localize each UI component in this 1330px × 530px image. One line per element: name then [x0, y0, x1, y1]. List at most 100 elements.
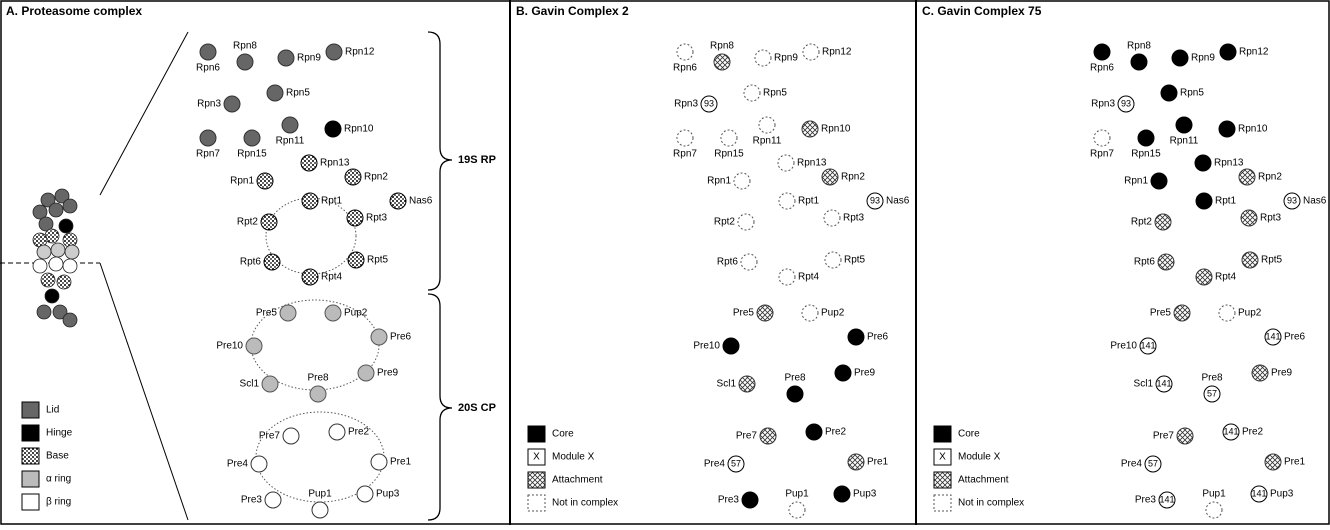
module-number: 141 — [1251, 488, 1266, 498]
subunit — [789, 502, 805, 518]
legend-label: β ring — [46, 497, 71, 508]
subunit-label: Rpt1 — [321, 196, 343, 207]
subunit — [348, 252, 364, 268]
braces — [428, 32, 452, 520]
cartoon-subunit — [41, 273, 55, 287]
subunit-label: Pre10 — [693, 341, 720, 352]
subunit-label: Pre5 — [256, 308, 278, 319]
subunit-label: Pre1 — [867, 457, 889, 468]
subunit-label: Rpt3 — [843, 213, 865, 224]
subunit-label: Pre7 — [736, 431, 758, 442]
subunit — [802, 121, 818, 137]
subunit-label: Pre2 — [825, 427, 847, 438]
subunit — [278, 50, 294, 66]
subunit — [744, 85, 760, 101]
subunit-label: Rpt1 — [798, 196, 820, 207]
subunit — [835, 365, 851, 381]
subunit — [760, 428, 776, 444]
subunit-label: Rpn5 — [763, 88, 787, 99]
subunit-label: Rpt1 — [1215, 196, 1237, 207]
subunit-label: Pre4 — [704, 459, 726, 470]
subunit-label: Rpt6 — [240, 257, 262, 268]
legend-swatch — [934, 472, 951, 488]
subunit-label: Nas6 — [886, 196, 910, 207]
subunit — [848, 329, 864, 345]
module-number: 57 — [1207, 388, 1217, 398]
subunit-label: Scl1 — [717, 379, 737, 390]
subunit-label: Pup3 — [1270, 489, 1294, 500]
subunit — [714, 54, 730, 70]
subunit-label: Pre7 — [259, 431, 281, 442]
legend-symbol: X — [939, 452, 946, 463]
subunit — [677, 130, 693, 146]
subunit-label: Rpn9 — [297, 53, 321, 64]
subunit — [738, 214, 754, 230]
subunit — [721, 130, 737, 146]
subunit-label: Rpn15 — [1131, 149, 1161, 160]
subunit — [310, 386, 326, 402]
subunit — [345, 169, 361, 185]
subunit — [779, 193, 795, 209]
subunit-label: Rpn9 — [774, 53, 798, 64]
subunit-label: Pre2 — [1242, 427, 1264, 438]
subunit — [301, 155, 317, 171]
legend-label: Base — [46, 451, 69, 462]
cartoon-subunit — [59, 219, 73, 233]
subunit — [757, 305, 773, 321]
module-number: 57 — [731, 458, 741, 468]
legend-swatch — [528, 472, 545, 488]
subunit — [1219, 121, 1235, 137]
subunit-label: Rpn10 — [1238, 124, 1268, 135]
subunit — [1242, 252, 1258, 268]
panel-title: C. Gavin Complex 75 — [922, 4, 1042, 18]
cartoon-subunit — [63, 313, 77, 327]
subunit — [280, 305, 296, 321]
subunit-label: Rpt6 — [717, 257, 739, 268]
legend-label: Hinge — [46, 428, 73, 439]
subunit-label: Rpn8 — [1127, 41, 1151, 52]
subunit-label: Pup1 — [785, 489, 809, 500]
legend-label: Attachment — [958, 475, 1009, 486]
subunit-label: Rpt4 — [1215, 272, 1237, 283]
subunit-label: Rpt4 — [798, 272, 820, 283]
cartoon-subunit — [45, 289, 59, 303]
subunit-label: Pre6 — [867, 332, 889, 343]
subunit — [1196, 269, 1212, 285]
subunit-label: Pre3 — [718, 495, 740, 506]
subunit-label: Rpn1 — [707, 176, 731, 187]
subunit — [200, 130, 216, 146]
subunit-label: Pre4 — [227, 459, 249, 470]
subunit — [1239, 169, 1255, 185]
subunit — [1155, 214, 1171, 230]
subunit — [1158, 254, 1174, 270]
subunit-label: Pup3 — [376, 489, 400, 500]
subunit — [246, 338, 262, 354]
subunit-label: Rpn2 — [841, 172, 865, 183]
subunit-label: Pre6 — [390, 332, 412, 343]
subunit-label: Pre9 — [1271, 368, 1293, 379]
subunit-label: Pre4 — [1121, 459, 1143, 470]
cartoon-subunit — [63, 259, 77, 273]
subunit-label: Rpn6 — [196, 63, 220, 74]
legend-label: Module X — [958, 452, 1001, 463]
subunit — [802, 305, 818, 321]
subunit-label: Rpt3 — [366, 213, 388, 224]
subunit — [742, 492, 758, 508]
cartoon-subunit — [37, 245, 51, 259]
subunit — [779, 269, 795, 285]
subunit-label: Rpn12 — [822, 47, 852, 58]
cartoon-subunit — [57, 275, 71, 289]
subunit-label: Pre8 — [784, 373, 806, 384]
cartoon-subunit — [49, 203, 63, 217]
subunit — [1172, 50, 1188, 66]
subunit — [1138, 130, 1154, 146]
subunit — [734, 173, 750, 189]
subunit-label: Rpn3 — [197, 99, 221, 110]
subunit — [759, 117, 775, 133]
subunit — [302, 269, 318, 285]
legend-swatch — [934, 426, 951, 442]
subunit-label: Pup1 — [308, 489, 332, 500]
subunit-label: Pre5 — [1150, 308, 1172, 319]
subunit-label: Rpn15 — [237, 149, 267, 160]
legend-swatch — [22, 471, 39, 487]
